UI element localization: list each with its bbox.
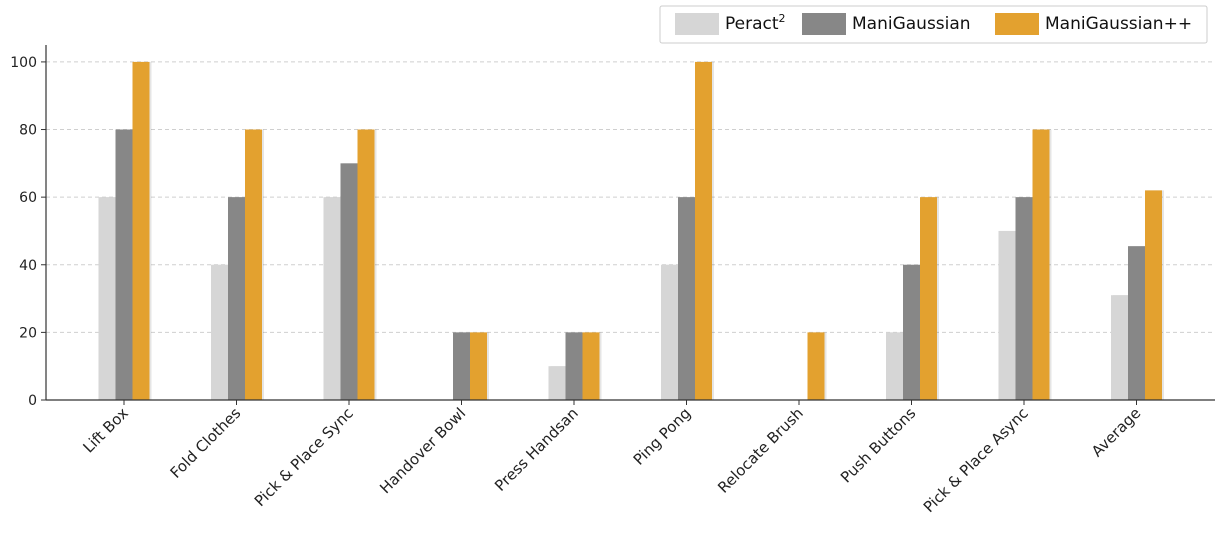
x-tick-label: Push Buttons: [837, 404, 919, 486]
bar: [245, 129, 262, 400]
x-tick-label: Press Handsan: [491, 404, 582, 495]
y-tick-label: 0: [28, 393, 37, 409]
y-tick-label: 20: [19, 325, 37, 341]
x-tick-label: Pick & Place Async: [920, 404, 1032, 516]
bar: [453, 332, 470, 400]
bar: [998, 230, 1016, 400]
y-ticks: 0 20 40 60 80 100: [10, 55, 46, 409]
legend-swatch: [802, 13, 846, 35]
bar: [661, 264, 678, 400]
x-tick-label: Relocate Brush: [714, 404, 807, 497]
x-tick-label: Ping Pong: [630, 404, 695, 469]
x-tick-label: Fold Clothes: [167, 404, 245, 482]
bar: [548, 366, 566, 400]
bar: [903, 264, 920, 400]
bar: [1128, 246, 1145, 400]
x-tick-label: Pick & Place Sync: [251, 404, 357, 510]
bar: [340, 163, 358, 400]
y-tick-label: 80: [19, 123, 37, 139]
bar: [1145, 190, 1162, 400]
legend: Peract2 ManiGaussian ManiGaussian++: [659, 5, 1208, 44]
bar: [565, 332, 583, 400]
bar: [582, 332, 600, 400]
y-tick-label: 100: [10, 55, 37, 71]
bar: [115, 129, 133, 400]
legend-label: ManiGaussian: [852, 14, 971, 34]
legend-swatch: [675, 13, 719, 35]
bar: [695, 61, 712, 401]
bar: [1111, 295, 1128, 400]
x-tick-label: Lift Box: [79, 404, 131, 456]
legend-label: Peract2: [725, 12, 786, 34]
bar: [1032, 129, 1050, 400]
bar: [678, 197, 695, 400]
legend-box: [659, 5, 1208, 44]
bars-group: [98, 61, 1164, 401]
bar: [211, 264, 228, 400]
x-tick-label: Handover Bowl: [376, 404, 469, 497]
bar: [920, 197, 937, 400]
x-tick-labels: Lift Box Fold Clothes Pick & Place Sync Han…: [79, 400, 1144, 516]
bar: [470, 332, 487, 400]
bar: [886, 332, 903, 400]
bar: [807, 332, 825, 400]
bar: [98, 197, 116, 400]
axes: [45, 45, 1215, 401]
bar: [132, 61, 150, 401]
bar: [1015, 197, 1033, 400]
y-tick-label: 40: [19, 258, 37, 274]
bar: [323, 197, 341, 400]
x-tick-label: Average: [1088, 404, 1144, 460]
bar: [357, 129, 375, 400]
legend-label: ManiGaussian++: [1045, 14, 1192, 34]
bar: [228, 197, 245, 400]
y-tick-label: 60: [19, 190, 37, 206]
legend-swatch: [995, 13, 1039, 35]
